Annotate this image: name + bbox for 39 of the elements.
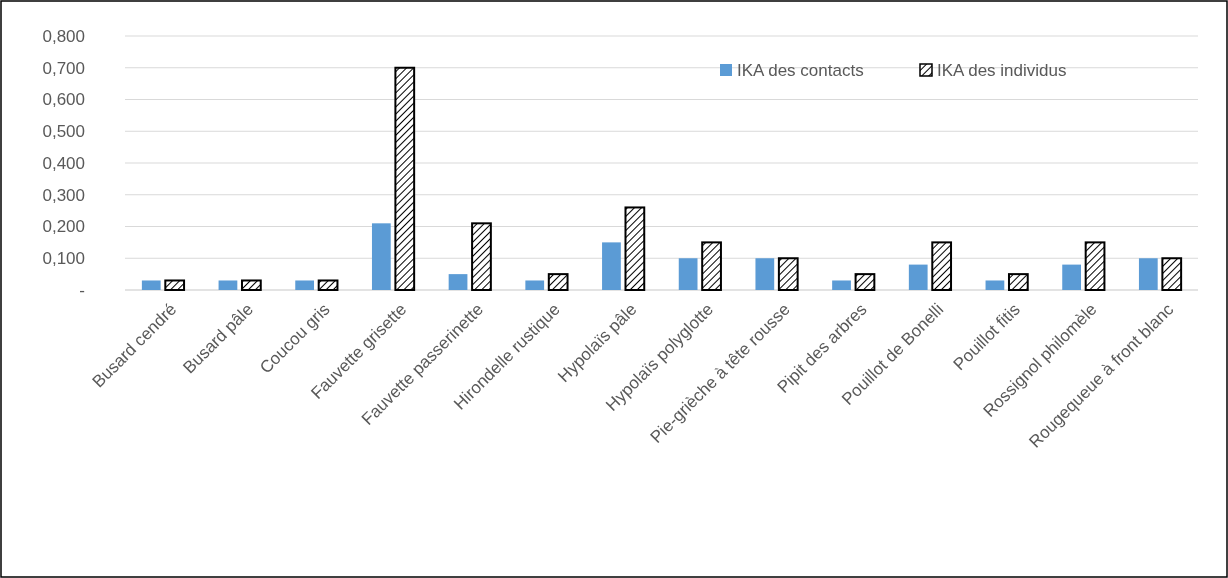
bar [141, 280, 161, 290]
y-tick-label: - [79, 280, 85, 300]
bar [317, 279, 339, 291]
y-tick-label: 0,600 [42, 90, 85, 110]
bar [624, 206, 646, 291]
bar [1062, 264, 1081, 290]
bar [371, 223, 391, 290]
bar [755, 258, 775, 290]
bar [931, 241, 953, 291]
y-tick-label: 0,700 [42, 58, 85, 78]
y-tick-label: 0,800 [42, 26, 85, 46]
bar [448, 274, 468, 290]
bar [218, 280, 238, 290]
legend-label: IKA des individus [937, 60, 1067, 80]
bar [164, 279, 186, 291]
bar [854, 273, 876, 291]
bar [985, 280, 1005, 290]
y-tick-label: 0,100 [42, 249, 85, 269]
bar [471, 222, 492, 291]
y-tick-label: 0,300 [42, 185, 85, 205]
bar [525, 280, 545, 290]
y-tick-label: 0,400 [42, 153, 85, 173]
y-tick-label: 0,200 [42, 217, 85, 237]
bar [908, 264, 928, 290]
bar [678, 258, 698, 290]
bar [1161, 257, 1183, 291]
bar [394, 66, 416, 291]
bar [701, 241, 722, 291]
bar [547, 273, 569, 291]
y-tick-label: 0,500 [42, 122, 85, 142]
legend-label: IKA des contacts [737, 60, 864, 80]
bar [1007, 273, 1029, 291]
bar [1084, 241, 1106, 291]
bar [832, 280, 851, 290]
bar [1138, 258, 1158, 290]
bar [602, 242, 621, 290]
bar [241, 279, 262, 291]
bar [777, 257, 799, 291]
bar [295, 280, 315, 290]
